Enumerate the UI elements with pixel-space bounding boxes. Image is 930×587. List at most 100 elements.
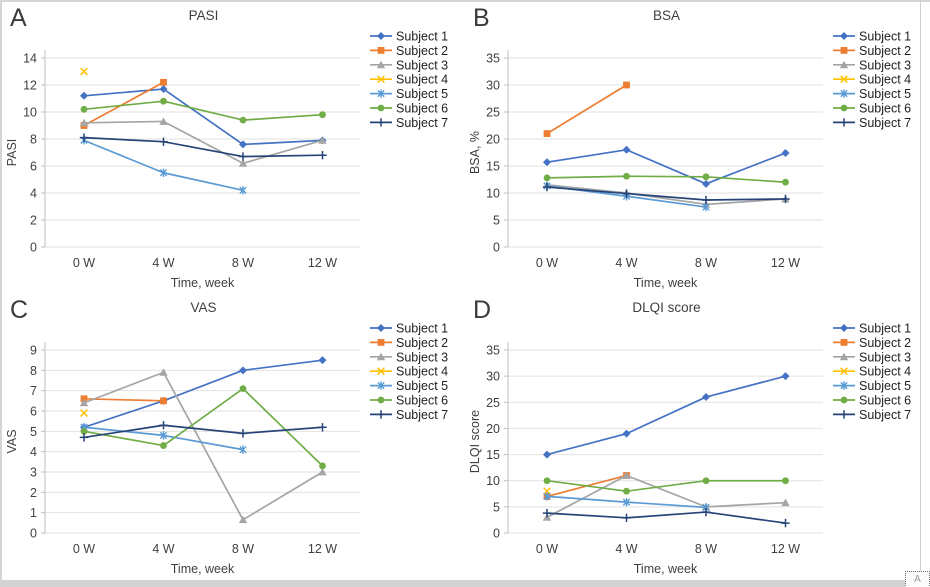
panel-a-pasi: 0 2 4 6 8 10 12 14 0 W 4 W 8 W 12 W Time, week PASI Su… — [2, 2, 465, 294]
y-tick-label: 0 — [30, 241, 37, 255]
y-tick-label: 2 — [30, 486, 37, 500]
legend-item-subject-1: Subject 1 — [833, 322, 911, 336]
legend-label: Subject 6 — [859, 102, 911, 116]
legend-item-subject-7: Subject 7 — [370, 408, 448, 422]
series-subject-1 — [543, 145, 790, 188]
legend-label: Subject 4 — [396, 365, 448, 379]
chart-c-svg: 0 1 2 3 4 5 6 7 8 9 0 W 4 W 8 W 12 W Time, week VAS Subj… — [5, 322, 448, 577]
window-edge-bottom — [0, 580, 930, 587]
legend-item-subject-6: Subject 6 — [833, 394, 911, 408]
legend-label: Subject 4 — [859, 73, 911, 87]
y-tick-label: 30 — [486, 79, 500, 93]
legend-label: Subject 1 — [396, 322, 448, 336]
legend-label: Subject 1 — [859, 322, 911, 336]
legend-item-subject-4: Subject 4 — [833, 73, 911, 87]
legend-item-subject-4: Subject 4 — [370, 73, 448, 87]
y-tick-label: 7 — [30, 384, 37, 398]
window-border-left — [0, 0, 2, 587]
series-subject-1 — [543, 372, 790, 459]
y-tick-label: 10 — [486, 474, 500, 488]
panel-title-b: BSA — [652, 8, 680, 23]
legend-item-subject-6: Subject 6 — [833, 102, 911, 116]
series-subject-3 — [542, 180, 790, 208]
y-tick-label: 4 — [30, 187, 37, 201]
legend-label: Subject 2 — [859, 336, 911, 350]
legend-item-subject-3: Subject 3 — [833, 350, 911, 364]
x-tick-label: 12 W — [771, 542, 800, 556]
y-tick-label: 6 — [30, 160, 37, 174]
legend-label: Subject 3 — [859, 350, 911, 364]
x-tick-label: 4 W — [152, 256, 174, 270]
x-tick-label: 0 W — [73, 256, 95, 270]
series-subject-6 — [543, 172, 789, 186]
selection-handle[interactable]: A — [905, 571, 930, 587]
chart-a-svg: 0 2 4 6 8 10 12 14 0 W 4 W 8 W 12 W Time, week PASI Su… — [5, 30, 448, 291]
series-subject-7 — [542, 507, 790, 528]
series-subject-6 — [543, 477, 789, 495]
y-tick-label: 9 — [30, 344, 37, 358]
y-tick-label: 25 — [486, 396, 500, 410]
window-border-top — [0, 0, 930, 2]
x-tick-label: 0 W — [73, 542, 95, 556]
panel-label-b: B — [473, 4, 490, 32]
y-tick-label: 15 — [486, 160, 500, 174]
chart-b-svg: 0 5 10 15 20 25 30 35 0 W 4 W 8 W 12 W Time, week BSA… — [468, 30, 911, 291]
legend-item-subject-6: Subject 6 — [370, 102, 448, 116]
y-tick-label: 5 — [493, 500, 500, 514]
panel-title-a: PASI — [188, 8, 219, 23]
y-tick-label: 5 — [493, 214, 500, 228]
legend-item-subject-1: Subject 1 — [370, 322, 448, 336]
y-tick-label: 1 — [30, 506, 37, 520]
legend-item-subject-1: Subject 1 — [833, 30, 911, 44]
x-tick-label: 4 W — [615, 542, 637, 556]
y-tick-label: 8 — [30, 133, 37, 147]
legend-item-subject-1: Subject 1 — [370, 30, 448, 44]
series-subject-7 — [542, 182, 790, 205]
panel-title-c: VAS — [190, 300, 217, 315]
x-tick-label: 0 W — [536, 256, 558, 270]
legend-item-subject-3: Subject 3 — [370, 350, 448, 364]
legend-label: Subject 5 — [859, 379, 911, 393]
panel-label-c: C — [10, 296, 29, 324]
panel-d-dlqi: 0 5 10 15 20 25 30 35 0 W 4 W 8 W 12 W Time, week DLQ… — [465, 294, 928, 580]
x-tick-label: 12 W — [308, 542, 337, 556]
legend-label: Subject 4 — [396, 73, 448, 87]
y-tick-label: 20 — [486, 422, 500, 436]
y-tick-label: 8 — [30, 364, 37, 378]
legend-item-subject-3: Subject 3 — [833, 58, 911, 72]
legend-item-subject-5: Subject 5 — [833, 379, 911, 393]
series-subject-4 — [80, 67, 88, 76]
window-border-right — [920, 0, 921, 587]
legend-item-subject-6: Subject 6 — [370, 394, 448, 408]
series-subject-7 — [79, 133, 327, 161]
y-axis-title: DLQI score — [468, 410, 482, 473]
x-axis-title: Time, week — [171, 276, 235, 290]
chart-d-svg: 0 5 10 15 20 25 30 35 0 W 4 W 8 W 12 W Time, week DLQ… — [468, 322, 911, 577]
y-axis-title: PASI — [5, 139, 19, 167]
y-tick-label: 35 — [486, 52, 500, 66]
legend-label: Subject 1 — [396, 30, 448, 44]
legend-label: Subject 7 — [859, 408, 911, 422]
legend-label: Subject 7 — [396, 408, 448, 422]
legend-label: Subject 2 — [859, 44, 911, 58]
legend-item-subject-7: Subject 7 — [370, 116, 448, 130]
legend-item-subject-4: Subject 4 — [370, 365, 448, 379]
legend-label: Subject 3 — [396, 58, 448, 72]
panel-label-d: D — [473, 296, 492, 324]
y-tick-label: 14 — [23, 52, 37, 66]
legend-label: Subject 6 — [859, 394, 911, 408]
y-axis-title: VAS — [5, 429, 19, 453]
y-axis-title: BSA, % — [468, 131, 482, 174]
x-tick-label: 12 W — [771, 256, 800, 270]
x-tick-label: 4 W — [615, 256, 637, 270]
series-subject-6 — [80, 385, 326, 470]
y-tick-label: 12 — [23, 79, 37, 93]
y-tick-label: 0 — [30, 527, 37, 541]
y-tick-label: 35 — [486, 344, 500, 358]
legend-label: Subject 7 — [396, 116, 448, 130]
series-subject-4 — [80, 409, 88, 417]
y-tick-label: 4 — [30, 445, 37, 459]
y-tick-label: 6 — [30, 405, 37, 419]
legend-label: Subject 4 — [859, 365, 911, 379]
legend-label: Subject 6 — [396, 102, 448, 116]
